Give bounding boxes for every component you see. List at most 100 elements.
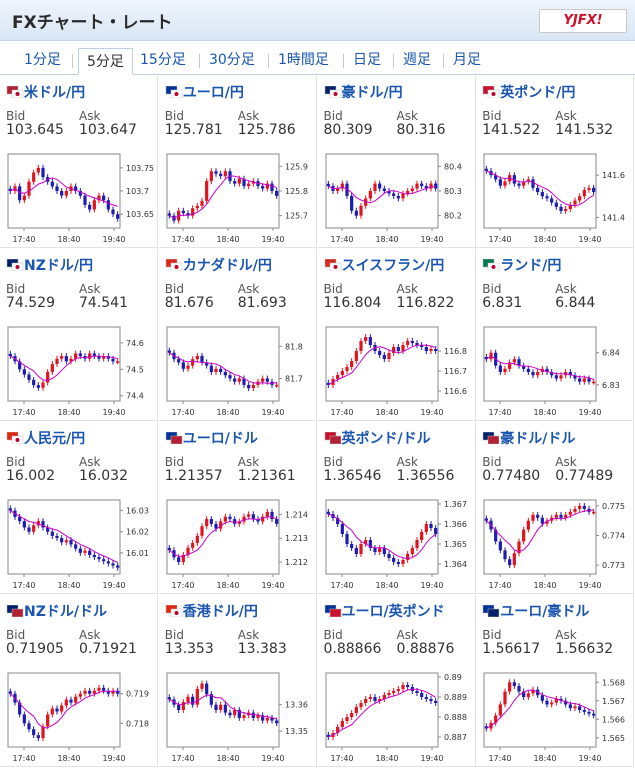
currency-pair-link[interactable]: ユーロ/円 bbox=[182, 85, 244, 101]
price-chart[interactable]: 0.775 0.774 0.773 17:40 18:40 19:40 bbox=[482, 498, 632, 592]
candle-body bbox=[242, 715, 246, 718]
price-chart[interactable]: 125.9 125.8 125.7 17:40 18:40 19:40 bbox=[165, 152, 315, 246]
currency-pair-link[interactable]: NZドル/円 bbox=[24, 258, 93, 274]
candle-body bbox=[526, 179, 531, 182]
moving-average-line bbox=[327, 344, 436, 386]
rate-card: ユーロ/円 Bid Ask 125.781 125.786 125.9 125.8 125.7… bbox=[158, 76, 317, 248]
candle-body bbox=[522, 181, 526, 186]
candle-body bbox=[372, 183, 377, 191]
price-chart[interactable]: 13.36 13.35 17:40 18:40 19:40 bbox=[165, 671, 315, 765]
x-tick-label: 19:40 bbox=[579, 235, 602, 244]
candle-body bbox=[27, 374, 31, 380]
ask-label: Ask bbox=[237, 109, 260, 123]
candle-body bbox=[60, 191, 64, 196]
currency-pair-link[interactable]: 人民元/円 bbox=[24, 431, 86, 447]
candle-body bbox=[545, 196, 549, 199]
x-tick-label: 18:40 bbox=[375, 581, 398, 590]
price-chart[interactable]: 81.8 81.7 17:40 18:40 19:40 bbox=[165, 325, 315, 419]
tab-weekly[interactable]: 週足 bbox=[403, 52, 431, 68]
candle-body bbox=[358, 703, 363, 707]
price-chart[interactable]: 141.6 141.4 17:40 18:40 19:40 bbox=[482, 152, 632, 246]
currency-pair-link[interactable]: 英ポンド/ドル bbox=[341, 431, 431, 447]
currency-pair-link[interactable]: 香港ドル/円 bbox=[182, 604, 258, 620]
candle-body bbox=[74, 696, 78, 703]
candle-body bbox=[60, 705, 64, 712]
candle-body bbox=[181, 554, 185, 563]
x-tick-label: 17:40 bbox=[489, 235, 512, 244]
candle-body bbox=[18, 186, 22, 201]
tab-monthly[interactable]: 月足 bbox=[453, 52, 481, 68]
price-chart[interactable]: 0.89 0.889 0.888 0.887 17:40 18:40 19:40 bbox=[324, 671, 474, 765]
candle-body bbox=[340, 524, 344, 534]
tab-15min[interactable]: 15分足 bbox=[140, 52, 186, 68]
currency-pair-link[interactable]: ユーロ/英ポンド bbox=[341, 604, 445, 620]
chart-frame bbox=[483, 499, 597, 575]
candle-body bbox=[190, 208, 195, 216]
candle-body bbox=[78, 353, 82, 357]
candle-body bbox=[587, 378, 591, 382]
candle-body bbox=[573, 375, 577, 379]
x-tick-label: 19:40 bbox=[102, 235, 125, 244]
currency-pair-link[interactable]: ランド/円 bbox=[500, 258, 562, 274]
bid-label: Bid bbox=[482, 282, 502, 296]
tab-30min[interactable]: 30分足 bbox=[209, 52, 255, 68]
candle-body bbox=[363, 337, 367, 341]
candle-body bbox=[424, 186, 428, 189]
currency-pair-link[interactable]: 豪ドル/円 bbox=[341, 85, 403, 101]
moving-average-line bbox=[486, 355, 595, 381]
tab-5min[interactable]: 5分足 bbox=[78, 48, 133, 75]
x-tick-label: 17:40 bbox=[12, 581, 35, 590]
rate-card: ユーロ/ドル Bid Ask 1.21357 1.21361 1.214 1.213 1.21… bbox=[158, 422, 317, 594]
candle-body bbox=[200, 200, 204, 206]
tab-1hour[interactable]: 1時間足 bbox=[278, 52, 329, 68]
rate-card: 豪ドル/ドル Bid Ask 0.77480 0.77489 0.775 0.774 0.77… bbox=[476, 422, 635, 594]
candle-body bbox=[494, 529, 498, 542]
yjfx-logo[interactable]: YJFX! bbox=[539, 9, 627, 33]
candle-body bbox=[186, 696, 190, 703]
candle-body bbox=[335, 375, 339, 379]
ask-label: Ask bbox=[237, 282, 260, 296]
tab-daily[interactable]: 日足 bbox=[353, 52, 381, 68]
price-chart[interactable]: 80.4 80.3 80.2 17:40 18:40 19:40 bbox=[324, 152, 474, 246]
candle-body bbox=[242, 378, 246, 385]
currency-pair-link[interactable]: 英ポンド/円 bbox=[500, 85, 576, 101]
currency-pair-link[interactable]: ユーロ/ドル bbox=[182, 431, 258, 447]
candle-body bbox=[358, 544, 363, 554]
currency-pair-link[interactable]: カナダドル/円 bbox=[182, 258, 272, 274]
currency-pair-link[interactable]: 米ドル/円 bbox=[24, 85, 86, 101]
price-chart[interactable]: 1.568 1.567 1.566 1.565 17:40 18:40 19:40 bbox=[482, 671, 632, 765]
y-tick-label: 80.2 bbox=[444, 212, 462, 221]
candle-body bbox=[102, 687, 106, 691]
candle-body bbox=[391, 347, 395, 353]
price-chart[interactable]: 6.84 6.83 17:40 18:40 19:40 bbox=[482, 325, 632, 419]
moving-average-line bbox=[327, 185, 436, 204]
currency-pair-link[interactable]: NZドル/ドル bbox=[24, 604, 107, 620]
price-chart[interactable]: 103.75 103.7 103.65 17:40 18:40 19:40 bbox=[6, 152, 156, 246]
candle-body bbox=[386, 693, 391, 695]
candle-body bbox=[508, 362, 512, 369]
bid-value: 116.804 bbox=[323, 295, 382, 311]
candle-body bbox=[270, 717, 274, 721]
price-chart[interactable]: 1.214 1.213 1.212 17:40 18:40 19:40 bbox=[165, 498, 315, 592]
y-tick-label: 1.364 bbox=[444, 560, 467, 569]
candle-body bbox=[41, 167, 45, 178]
ask-value: 6.844 bbox=[555, 295, 596, 311]
price-chart[interactable]: 0.719 0.718 17:40 18:40 19:40 bbox=[6, 671, 156, 765]
tab-1min[interactable]: 1分足 bbox=[24, 52, 61, 68]
currency-pair-link[interactable]: 豪ドル/ドル bbox=[500, 431, 576, 447]
currency-pair-link[interactable]: スイスフラン/円 bbox=[341, 258, 445, 274]
x-tick-label: 17:40 bbox=[330, 754, 353, 763]
candle-body bbox=[102, 559, 106, 562]
price-chart[interactable]: 1.367 1.366 1.365 1.364 17:40 18:40 19:40 bbox=[324, 498, 474, 592]
candle-body bbox=[377, 183, 381, 189]
candle-body bbox=[50, 181, 54, 187]
chart-frame bbox=[166, 326, 280, 402]
currency-pair-link[interactable]: ユーロ/豪ドル bbox=[500, 604, 590, 620]
price-chart[interactable]: 16.03 16.02 16.01 17:40 18:40 19:40 bbox=[6, 498, 156, 592]
y-tick-label: 1.366 bbox=[444, 520, 467, 529]
ask-label: Ask bbox=[396, 282, 418, 296]
bid-value: 0.77480 bbox=[482, 468, 541, 484]
price-chart[interactable]: 116.8 116.7 116.6 17:40 18:40 19:40 bbox=[324, 325, 474, 419]
x-tick-label: 17:40 bbox=[489, 408, 512, 417]
price-chart[interactable]: 74.6 74.5 74.4 17:40 18:40 19:40 bbox=[6, 325, 156, 419]
